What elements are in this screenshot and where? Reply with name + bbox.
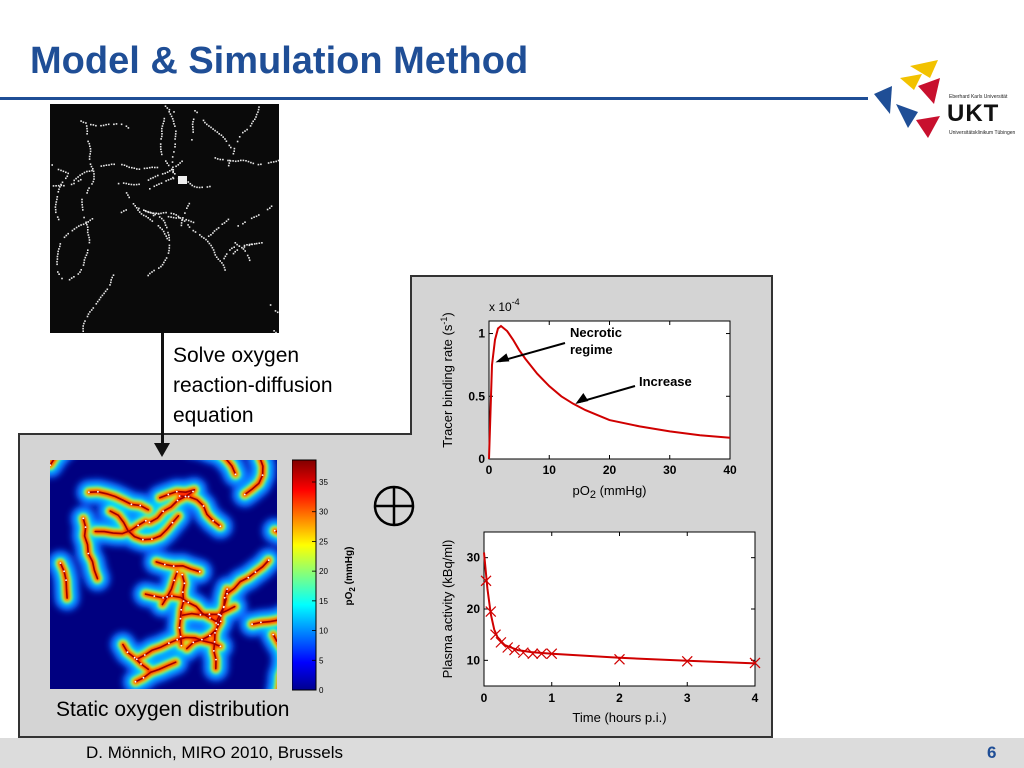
annotation-increase: Increase: [639, 374, 692, 389]
down-arrow-icon: [154, 443, 170, 457]
binding-rate-chart: 0 10 20 30 40 0 0.5 1 x 10-4 Necrotic regime Increa…: [439, 297, 737, 501]
solve-line: reaction-diffusion: [173, 374, 333, 397]
x-tick-label: 10: [543, 463, 557, 477]
colorbar-tick-label: 15: [319, 597, 328, 606]
data-marker: [546, 648, 558, 660]
x-tick-label: 1: [548, 691, 555, 705]
title-divider: [0, 97, 868, 100]
y-axis-label: Plasma activity (kBq/ml): [440, 540, 455, 679]
colorbar-tick-label: 25: [319, 537, 328, 546]
y-multiplier: x 10-4: [489, 297, 520, 314]
data-marker: [614, 653, 625, 665]
footer-bar: [0, 738, 1024, 768]
data-marker: [536, 648, 548, 660]
y-tick-label: 20: [467, 602, 481, 616]
vessel-image: [50, 104, 279, 333]
y-tick-label: 10: [467, 653, 481, 667]
data-marker: [681, 655, 693, 667]
plot-area: [483, 531, 756, 687]
necrotic-arrow: [499, 342, 566, 363]
colorbar-tick-label: 35: [319, 478, 328, 487]
increase-arrow: [579, 385, 636, 404]
vessel-strands: [51, 105, 279, 333]
y-tick-label: 30: [467, 551, 481, 565]
y-axis-label: Tracer binding rate (s-1): [439, 312, 455, 447]
x-tick-label: 4: [752, 691, 759, 705]
solve-line: Solve oxygen: [173, 344, 300, 367]
ukt-logo: Eberhard Karls Universität UKT Universit…: [870, 56, 1020, 146]
x-axis-label: pO2 (mmHg): [572, 483, 646, 501]
data-marker: [509, 644, 520, 656]
data-marker: [495, 636, 507, 648]
y-tick-label: 1: [478, 327, 485, 341]
x-tick-label: 30: [663, 463, 677, 477]
data-marker: [490, 629, 501, 641]
data-marker: [502, 642, 514, 653]
page-number: 6: [987, 743, 997, 762]
colorbar-tick-label: 0: [319, 686, 324, 694]
data-marker: [480, 575, 492, 587]
colorbar: 35 30 25 20 15 10 5 0 pO2 (mmHg): [292, 459, 357, 694]
arrow-head-icon: [495, 353, 510, 363]
oxygen-heatmap: [50, 460, 277, 689]
colorbar-tick-label: 5: [319, 656, 324, 665]
y-tick-label: 0.5: [468, 389, 485, 403]
data-marker: [485, 606, 497, 617]
solve-equation-text: Solve oxygen reaction-diffusion equation: [173, 341, 333, 431]
logo-acronym: UKT: [947, 100, 1000, 127]
logo-clinic-text: Universitätsklinikum Tübingen: [949, 130, 1016, 136]
x-axis-label: Time (hours p.i.): [572, 710, 666, 725]
plot-area: [488, 320, 731, 460]
colorbar-tick-label: 30: [319, 508, 328, 517]
colorbar-gradient: [292, 459, 317, 691]
flow-arrow-line: [161, 333, 164, 447]
footer-citation: D. Mönnich, MIRO 2010, Brussels: [86, 743, 343, 762]
data-marker: [517, 647, 529, 659]
x-tick-label: 3: [684, 691, 691, 705]
static-oxygen-label: Static oxygen distribution: [56, 698, 290, 721]
binding-rate-line: [488, 324, 731, 460]
circle-plus-icon: [373, 485, 415, 527]
x-tick-label: 40: [723, 463, 737, 477]
solve-line: equation: [173, 404, 254, 427]
data-marker: [749, 657, 761, 669]
colorbar-tick-label: 10: [319, 627, 328, 636]
plasma-activity-chart: 0 1 2 3 4 10 20 30 Time (hours p.i.) Plasma activ…: [440, 531, 761, 725]
y-tick-label: 0: [478, 452, 485, 466]
x-tick-label: 0: [481, 691, 488, 705]
x-tick-label: 2: [616, 691, 623, 705]
x-tick-label: 0: [486, 463, 493, 477]
logo-mark-icon: [874, 60, 940, 138]
annotation-necrotic: Necrotic regime: [570, 325, 622, 357]
data-marker: [527, 648, 539, 660]
x-tick-label: 20: [603, 463, 617, 477]
logo-university-text: Eberhard Karls Universität: [949, 94, 1008, 100]
colorbar-tick-label: 20: [319, 567, 328, 576]
slide-title: Model & Simulation Method: [30, 40, 529, 82]
plasma-fit-line: [483, 552, 756, 665]
arrow-head-icon: [575, 393, 589, 405]
panel-top-edge: [18, 433, 412, 435]
colorbar-label: pO2 (mmHg): [344, 547, 357, 606]
